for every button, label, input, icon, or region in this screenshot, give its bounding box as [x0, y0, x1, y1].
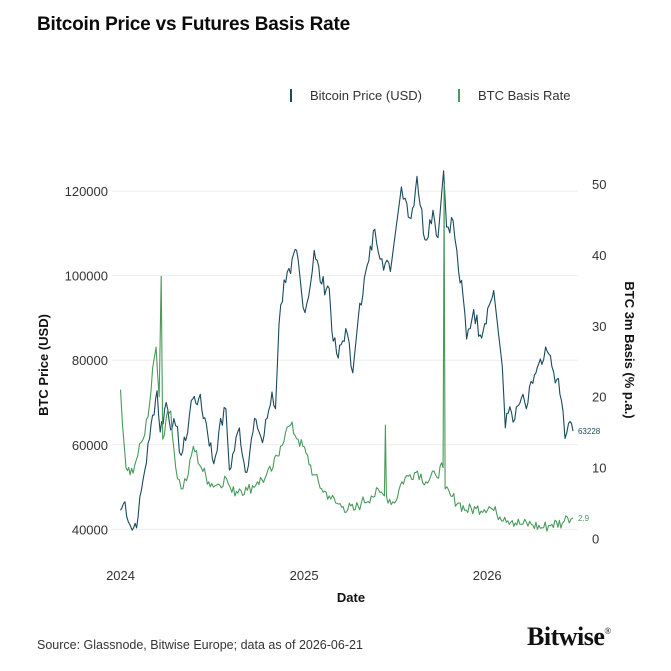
- legend-label-bitcoin-price: Bitcoin Price (USD): [310, 88, 422, 103]
- brand-name: Bitwise: [527, 622, 605, 651]
- tick-labels: 40000 60000 80000 100000 120000 0 10 20 30 40 50 20…: [65, 177, 607, 583]
- gridlines: [112, 190, 578, 530]
- legend-swatch-bitcoin-price: [290, 89, 292, 102]
- y-right-tick-30: 30: [592, 319, 606, 334]
- legend-item-basis-rate: BTC Basis Rate: [457, 88, 571, 103]
- y-left-tick-80000: 80000: [72, 353, 108, 368]
- y-right-tick-0: 0: [592, 531, 599, 546]
- legend: Bitcoin Price (USD) BTC Basis Rate: [290, 88, 606, 103]
- legend-label-basis-rate: BTC Basis Rate: [477, 88, 571, 103]
- source-note: Source: Glassnode, Bitwise Europe; data …: [37, 638, 363, 652]
- y-right-tick-50: 50: [592, 177, 606, 192]
- x-tick-2024: 2024: [106, 568, 135, 583]
- bitwise-logo: Bitwise®: [527, 622, 611, 652]
- y-right-tick-10: 10: [592, 461, 606, 476]
- series-line-basis-rate: [119, 183, 574, 532]
- y-axis-right-title: BTC 3m Basis (% p.a.): [622, 281, 637, 418]
- x-tick-2025: 2025: [290, 568, 319, 583]
- registered-mark: ®: [604, 626, 611, 636]
- y-left-tick-60000: 60000: [72, 438, 108, 453]
- end-label-basis-rate: 2.9: [578, 514, 590, 523]
- legend-item-bitcoin-price: Bitcoin Price (USD): [290, 88, 422, 103]
- y-right-tick-40: 40: [592, 248, 606, 263]
- legend-swatch-basis-rate: [457, 89, 460, 102]
- end-label-bitcoin-price: 63228: [578, 427, 601, 436]
- y-right-tick-20: 20: [592, 390, 606, 405]
- chart-title: Bitcoin Price vs Futures Basis Rate: [37, 14, 350, 35]
- y-left-tick-100000: 100000: [65, 269, 108, 284]
- x-tick-2026: 2026: [473, 568, 502, 583]
- series-lines: [119, 170, 574, 532]
- series-line-bitcoin-price: [120, 170, 574, 531]
- x-axis-title: Date: [337, 590, 365, 605]
- y-axis-left-title: BTC Price (USD): [36, 314, 51, 416]
- y-left-tick-40000: 40000: [72, 522, 108, 537]
- y-left-tick-120000: 120000: [65, 184, 108, 199]
